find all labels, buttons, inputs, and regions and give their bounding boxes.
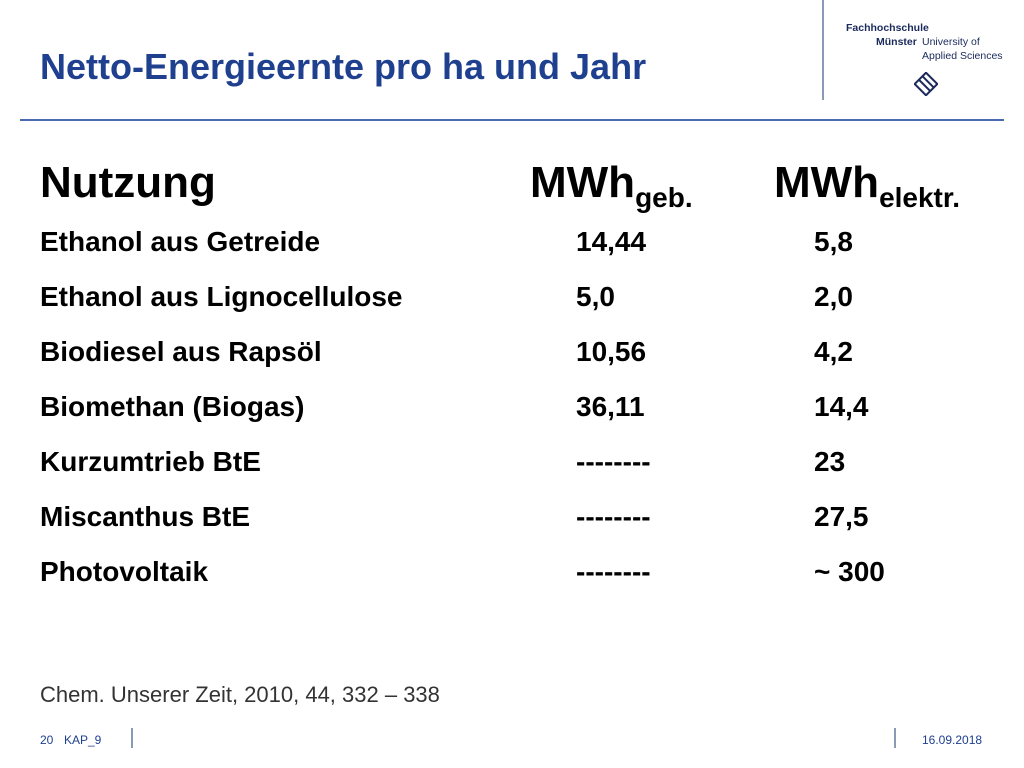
header-rule xyxy=(20,119,1004,121)
table-row: Biodiesel aus Rapsöl 10,56 4,2 xyxy=(40,330,980,385)
header-mwh-geb: MWhgeb. xyxy=(530,158,693,212)
table-row: Kurzumtrieb BtE -------- 23 xyxy=(40,440,980,495)
row-elektr-value: 27,5 xyxy=(814,501,869,532)
row-name: Miscanthus BtE xyxy=(40,501,251,532)
table-row: Ethanol aus Lignocellulose 5,0 2,0 xyxy=(40,275,980,330)
row-geb-value: -------- xyxy=(576,556,651,587)
row-elektr-value: 5,8 xyxy=(814,226,853,257)
row-name: Biodiesel aus Rapsöl xyxy=(40,336,322,367)
row-name: Photovoltaik xyxy=(40,556,209,587)
table-row: Ethanol aus Getreide 14,44 5,8 xyxy=(40,220,980,275)
row-name: Kurzumtrieb BtE xyxy=(40,446,261,477)
slide-title: Netto-Energieernte pro ha und Jahr xyxy=(40,46,647,87)
table-row: Miscanthus BtE -------- 27,5 xyxy=(40,495,980,550)
footer-chapter: KAP_9 xyxy=(64,733,102,747)
header-mwh-geb-main: MWh xyxy=(530,158,636,207)
row-name: Ethanol aus Lignocellulose xyxy=(40,281,403,312)
row-geb-value: -------- xyxy=(576,501,651,532)
table-header-row: Nutzung MWhgeb. MWhelektr. xyxy=(40,158,980,220)
row-elektr-value: 23 xyxy=(814,446,846,477)
footer-divider-right xyxy=(894,728,896,748)
logo-mark-icon xyxy=(914,72,938,96)
row-geb-value: 14,44 xyxy=(576,226,647,257)
row-elektr-value: 2,0 xyxy=(814,281,853,312)
table-row: Photovoltaik -------- ~ 300 xyxy=(40,550,980,605)
header-nutzung: Nutzung xyxy=(40,158,216,207)
row-elektr-value: ~ 300 xyxy=(814,556,885,587)
row-name: Biomethan (Biogas) xyxy=(40,391,305,422)
footer-page-number: 20 xyxy=(40,733,54,747)
table-row: Biomethan (Biogas) 36,11 14,4 xyxy=(40,385,980,440)
row-geb-value: -------- xyxy=(576,446,651,477)
header-mwh-elektr-sub: elektr. xyxy=(879,182,961,213)
university-logo: Fachhochschule Münster University of App… xyxy=(836,22,1016,112)
footer-divider-left xyxy=(131,728,133,748)
logo-line-fachhochschule: Fachhochschule xyxy=(846,22,929,34)
row-name: Ethanol aus Getreide xyxy=(40,226,321,257)
logo-line-muenster: Münster xyxy=(876,36,917,48)
row-geb-value: 10,56 xyxy=(576,336,647,367)
header-divider-vertical xyxy=(822,0,824,100)
row-geb-value: 5,0 xyxy=(576,281,615,312)
row-elektr-value: 14,4 xyxy=(814,391,869,422)
logo-line-university: University of xyxy=(922,36,980,48)
header-mwh-elektr: MWhelektr. xyxy=(774,158,960,212)
row-geb-value: 36,11 xyxy=(576,391,645,422)
logo-line-applied-sciences: Applied Sciences xyxy=(922,50,1003,62)
header-mwh-elektr-main: MWh xyxy=(774,158,880,207)
energy-yield-table: Nutzung MWhgeb. MWhelektr. Ethanol aus G… xyxy=(40,158,980,605)
header-mwh-geb-sub: geb. xyxy=(635,182,693,213)
source-citation: Chem. Unserer Zeit, 2010, 44, 332 – 338 xyxy=(40,682,440,707)
footer-date: 16.09.2018 xyxy=(922,733,983,747)
row-elektr-value: 4,2 xyxy=(814,336,853,367)
